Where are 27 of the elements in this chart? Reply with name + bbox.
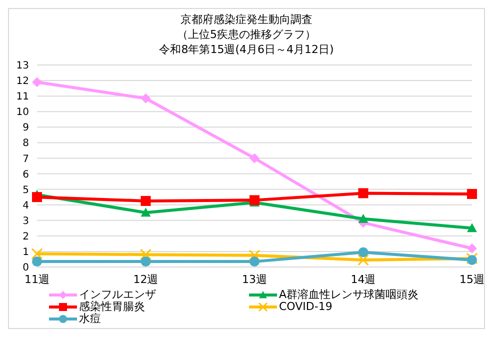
legend-label: 感染性胃腸炎	[79, 300, 145, 313]
x-tick-label: 12週	[133, 272, 158, 286]
x-tick-label: 14週	[350, 272, 376, 286]
x-tick-label: 15週	[460, 272, 484, 286]
y-tick-label: 2	[22, 231, 29, 242]
y-tick-label: 13	[16, 60, 29, 72]
y-tick-label: 4	[22, 200, 29, 212]
y-tick-label: 8	[22, 138, 29, 150]
text: 令和8年第15週(4月6日～4月12日)	[158, 42, 335, 57]
y-tick-label: 1	[22, 247, 29, 258]
legend-label: COVID-19	[279, 300, 332, 313]
x-tick-label: 11週	[24, 272, 50, 286]
y-tick-label: 11	[16, 92, 29, 103]
y-tick-label: 9	[22, 122, 29, 134]
legend-label: 水痘	[79, 312, 101, 325]
y-tick-label: 0	[22, 262, 29, 274]
y-tick-label: 3	[22, 216, 29, 227]
chart-title: 京都府感染症発生動向調査	[180, 12, 314, 27]
y-tick-label: 7	[22, 154, 29, 165]
legend-label: インフルエンザ	[79, 288, 156, 301]
chart-subtitle: （上位5疾患の推移グラフ）	[176, 27, 317, 42]
legend-label: A群溶血性レンサ球菌咽頭炎	[279, 288, 419, 301]
x-tick-label: 13週	[242, 272, 267, 286]
y-tick-label: 5	[22, 184, 29, 196]
y-tick-label: 12	[16, 76, 29, 88]
y-tick-label: 6	[22, 169, 29, 180]
y-tick-label: 10	[16, 107, 29, 118]
